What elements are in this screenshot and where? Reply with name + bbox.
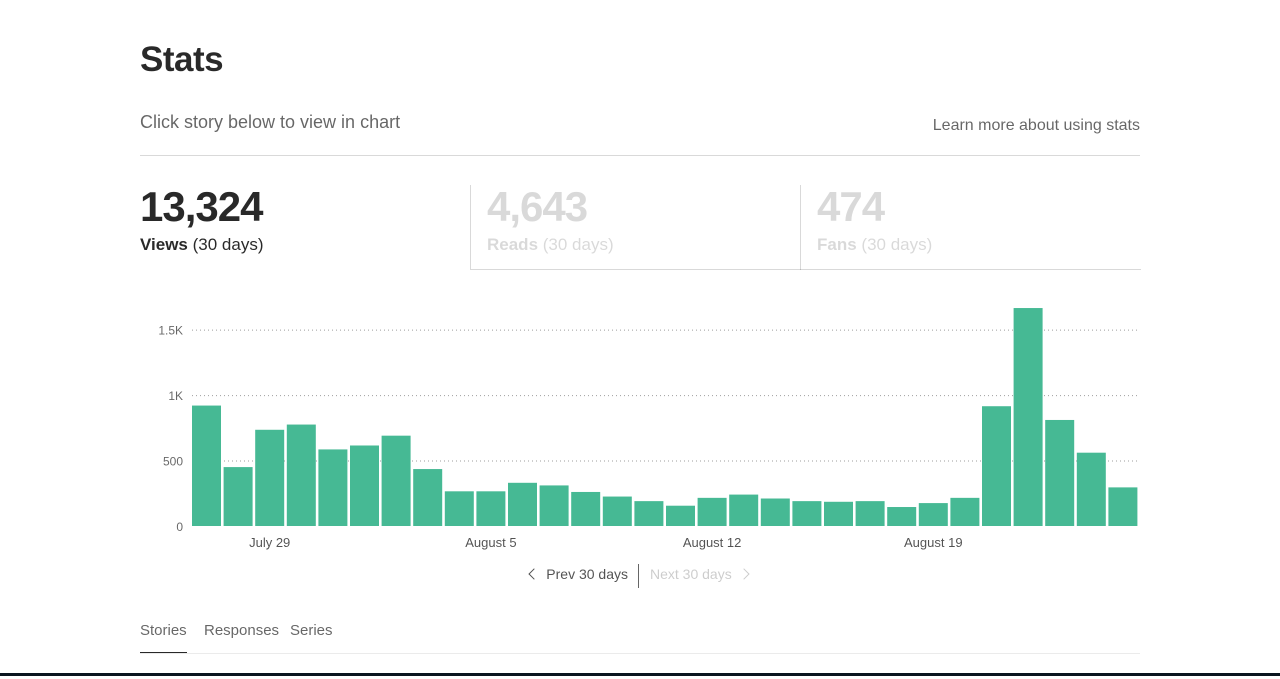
metric-reads[interactable]: 4,643 Reads (30 days) — [470, 185, 801, 270]
bar — [571, 491, 601, 526]
y-tick-label: 1.5K — [158, 324, 183, 338]
metric-tabs: 13,324 Views (30 days) 4,643 Reads (30 d… — [140, 185, 1141, 270]
bar — [855, 501, 885, 526]
views-bar-chart: 0 500 1K 1.5K July 29 August 5 August 12 August… — [158, 308, 1140, 550]
y-tick-label: 0 — [176, 520, 183, 534]
views-label-name: Views — [140, 235, 188, 254]
bar — [918, 503, 948, 526]
reads-label-name: Reads — [487, 235, 539, 254]
bar — [192, 405, 221, 526]
fans-label-period: (30 days) — [861, 235, 933, 254]
views-chart: 0 500 1K 1.5K July 29 August 5 August 12 August… — [158, 308, 1140, 550]
bar — [1108, 487, 1138, 526]
prev-30-days-label: Prev 30 days — [546, 566, 628, 582]
metric-fans[interactable]: 474 Fans (30 days) — [800, 185, 1141, 270]
bar — [792, 501, 822, 526]
tab-responses[interactable]: Responses — [204, 622, 280, 639]
bar — [444, 491, 474, 526]
page-subtitle: Click story below to view in chart — [140, 112, 401, 132]
tab-stories[interactable]: Stories — [140, 622, 187, 653]
bar — [1045, 419, 1075, 526]
bar — [697, 497, 727, 526]
bar — [255, 429, 285, 526]
bar — [824, 501, 853, 526]
chevron-left-icon — [528, 568, 540, 580]
reads-label: Reads (30 days) — [487, 235, 614, 255]
tab-series[interactable]: Series — [290, 622, 333, 639]
bar — [950, 497, 980, 526]
header-divider — [140, 155, 1140, 156]
bar — [413, 469, 443, 526]
bar — [286, 424, 316, 526]
content-tabs: Stories Responses Series — [140, 620, 1140, 654]
bar — [508, 482, 537, 526]
bar — [666, 505, 695, 526]
views-label-period: (30 days) — [192, 235, 264, 254]
reads-label-period: (30 days) — [542, 235, 614, 254]
bar — [223, 467, 253, 526]
next-30-days-label: Next 30 days — [650, 566, 732, 582]
bar — [634, 501, 664, 526]
bar — [476, 491, 506, 526]
fans-label-name: Fans — [817, 235, 857, 254]
reads-count: 4,643 — [487, 183, 588, 230]
window-bottom-edge — [0, 673, 1280, 676]
y-tick-label: 500 — [163, 455, 183, 469]
bar — [760, 498, 790, 526]
bar — [318, 449, 348, 526]
y-tick-label: 1K — [168, 389, 183, 403]
views-label: Views (30 days) — [140, 235, 264, 255]
bar — [887, 507, 917, 526]
bar — [539, 485, 569, 526]
x-tick-label: August 5 — [465, 535, 516, 550]
bar — [1013, 308, 1043, 526]
bar — [381, 435, 411, 526]
prev-30-days-button[interactable]: Prev 30 days — [528, 566, 628, 582]
metric-views[interactable]: 13,324 Views (30 days) — [140, 185, 470, 269]
bar — [729, 494, 759, 526]
x-tick-label: July 29 — [249, 535, 290, 550]
chevron-right-icon — [738, 568, 750, 580]
fans-label: Fans (30 days) — [817, 235, 932, 255]
date-pager: Prev 30 days Next 30 days — [0, 564, 1280, 588]
fans-count: 474 — [817, 183, 885, 230]
bar — [602, 496, 632, 526]
x-tick-label: August 19 — [904, 535, 963, 550]
x-tick-label: August 12 — [683, 535, 742, 550]
page-title: Stats — [140, 40, 224, 79]
learn-more-link[interactable]: Learn more about using stats — [932, 117, 1140, 134]
views-count: 13,324 — [140, 183, 263, 230]
pager-divider — [638, 564, 639, 588]
bar — [1076, 452, 1106, 526]
bar — [982, 406, 1011, 526]
next-30-days-button[interactable]: Next 30 days — [650, 566, 750, 582]
bar — [350, 445, 379, 526]
